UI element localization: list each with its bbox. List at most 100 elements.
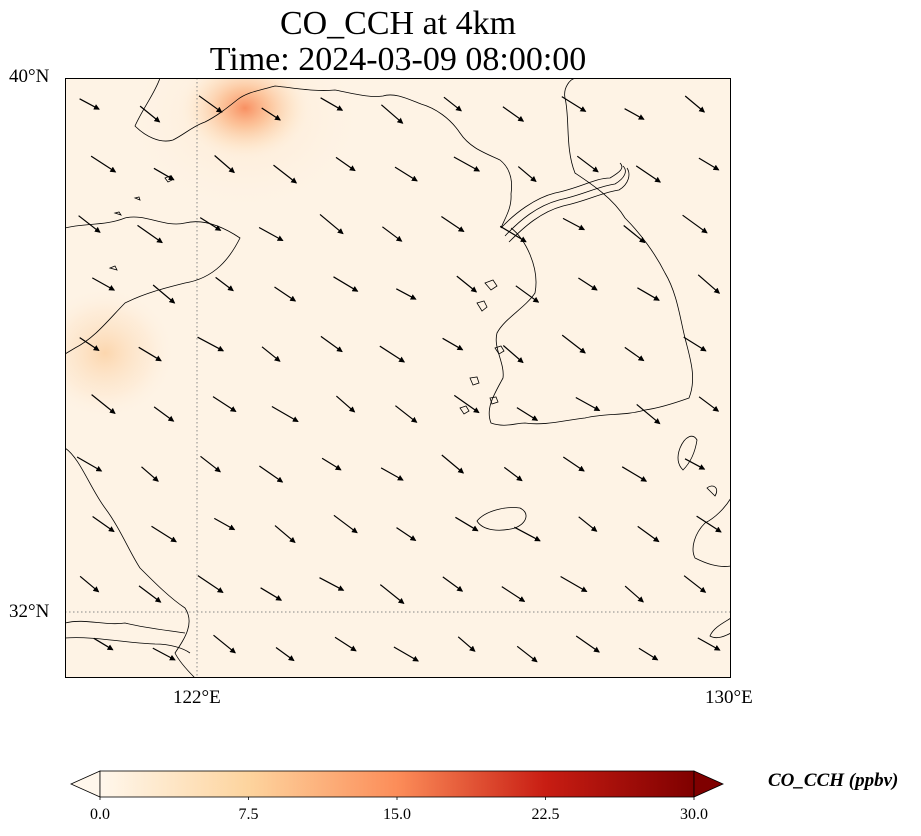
wind-arrow	[274, 286, 297, 302]
wind-arrow	[453, 394, 480, 414]
wind-arrow	[319, 213, 344, 235]
yangtze-estuary	[65, 620, 191, 654]
colorbar-tick-0: 0.0	[90, 806, 110, 823]
wind-arrow	[575, 635, 600, 653]
lon-label-130e: 130°E	[705, 687, 753, 708]
wind-arrow	[137, 224, 163, 244]
wind-arrow	[153, 406, 175, 422]
wind-arrow	[199, 217, 222, 231]
wind-arrow	[319, 577, 345, 591]
coastline-korea	[488, 78, 693, 426]
wind-vectors	[76, 95, 722, 663]
wind-arrow	[515, 285, 540, 303]
wind-arrow	[197, 336, 225, 352]
wind-arrow	[637, 525, 660, 543]
wind-arrow	[78, 215, 101, 233]
wind-arrow	[138, 346, 162, 362]
wind-arrow	[214, 155, 235, 174]
wind-arrow	[455, 516, 479, 532]
wind-arrow	[698, 157, 720, 171]
wind-arrow	[578, 516, 598, 532]
wind-arrow	[90, 155, 117, 173]
wind-arrow	[503, 466, 523, 482]
coastlines	[65, 78, 731, 678]
wind-arrow	[624, 585, 644, 603]
wind-arrow	[197, 575, 224, 593]
wind-arrow	[501, 586, 526, 602]
wind-arrow	[578, 277, 598, 291]
wind-arrow	[274, 525, 296, 544]
wind-arrow	[514, 526, 541, 542]
wind-arrow	[214, 517, 236, 531]
wind-arrow	[684, 458, 706, 470]
wind-arrow	[151, 525, 177, 543]
wind-arrow	[93, 637, 114, 651]
wind-arrow	[682, 214, 708, 234]
wind-arrow	[213, 634, 236, 654]
wind-arrow	[517, 166, 537, 183]
wind-arrow	[502, 345, 524, 364]
jeju-island	[476, 507, 527, 531]
wind-arrow	[516, 407, 539, 421]
wind-arrow	[271, 405, 299, 423]
map-panel	[65, 78, 731, 678]
lat-label-40n: 40°N	[9, 66, 50, 87]
wind-arrow	[696, 515, 722, 533]
wind-arrow	[334, 636, 357, 652]
wind-arrow	[623, 225, 646, 244]
wind-arrow	[453, 156, 481, 172]
wind-arrow	[335, 156, 356, 172]
japan-coast	[692, 485, 731, 639]
wind-arrow	[456, 275, 478, 293]
wind-arrow	[502, 106, 525, 122]
colorbar-extend-low	[70, 770, 101, 798]
wind-arrow	[395, 405, 418, 423]
colorbar-tick-1: 7.5	[238, 806, 259, 823]
wind-arrow	[333, 276, 359, 292]
coastline-liaodong	[134, 78, 512, 229]
wind-arrow	[394, 166, 418, 182]
wind-arrow	[576, 155, 599, 173]
wind-arrow	[212, 396, 237, 412]
wind-arrow	[441, 216, 465, 233]
wind-arrow	[380, 467, 404, 481]
colorbar-gradient	[99, 770, 695, 798]
wind-arrow	[333, 514, 358, 534]
wind-arrow	[79, 575, 100, 593]
wind-arrow	[635, 165, 662, 183]
wind-arrow	[443, 96, 462, 112]
wind-arrow	[200, 455, 221, 473]
wind-arrow	[139, 105, 161, 123]
map-frame	[65, 78, 731, 678]
wind-arrow	[260, 587, 283, 601]
colorbar-label: CO_CCH (ppbv)	[768, 770, 899, 791]
wind-arrow	[79, 337, 100, 351]
colorbar	[70, 770, 724, 800]
wind-arrow	[321, 457, 342, 471]
map-subtitle-time: Time: 2024-03-09 08:00:00	[209, 41, 587, 78]
korea-north-border	[500, 162, 630, 243]
wind-arrow	[624, 346, 645, 362]
wind-arrow	[683, 575, 707, 593]
wind-arrow	[562, 456, 585, 472]
wind-arrow	[259, 465, 284, 483]
tsushima-island	[677, 435, 698, 471]
wind-arrow	[138, 585, 162, 603]
wind-arrow	[379, 345, 406, 363]
wind-arrow	[636, 403, 661, 425]
concentration-hotspot-shandong	[65, 283, 180, 423]
coastline-jiangsu	[65, 447, 196, 678]
colorbar-tick-3: 22.5	[531, 806, 560, 823]
wind-arrow	[638, 647, 659, 661]
graticule	[65, 78, 731, 678]
wind-arrow	[684, 95, 706, 113]
lon-label-122e: 122°E	[173, 687, 221, 708]
wind-arrow	[275, 647, 295, 662]
wind-arrow	[624, 108, 645, 120]
wind-arrow	[261, 107, 281, 121]
wind-arrow	[396, 288, 417, 300]
wind-arrow	[396, 527, 417, 541]
wind-arrow	[379, 584, 405, 605]
coastline-west-china	[65, 216, 241, 355]
wind-arrow	[152, 647, 176, 661]
